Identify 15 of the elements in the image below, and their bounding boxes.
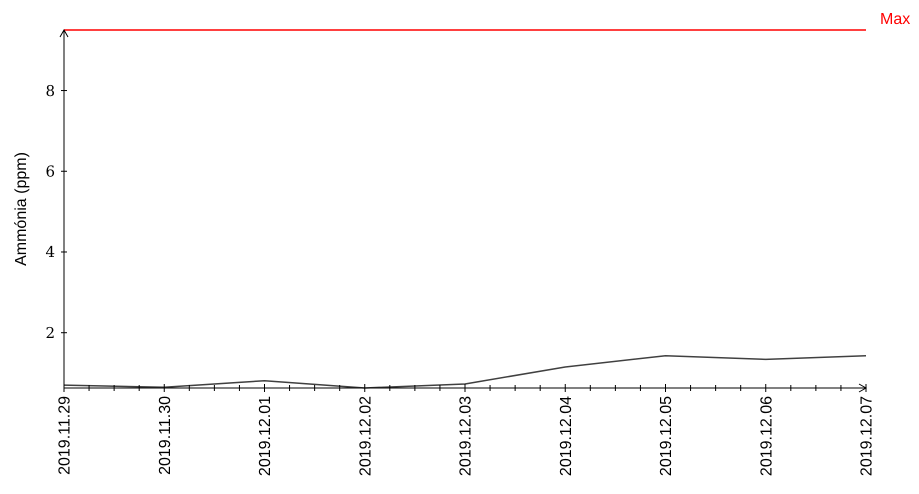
x-tick-label: 2019.12.04 [558,396,575,476]
y-tick-label: 8 [45,82,55,100]
x-tick-label: 2019.12.03 [458,396,475,476]
ref-line-label: Max [880,11,910,28]
x-tick-label: 2019.12.06 [758,396,776,476]
x-tick-label: 2019.11.29 [56,396,74,475]
y-tick-label: 2 [45,324,55,342]
y-tick-label: 4 [45,243,55,262]
x-tick-label: 2019.12.02 [357,396,374,476]
x-tick-label: 2019.12.07 [858,396,876,476]
y-axis-title: Ammónia (ppm) [13,152,30,266]
x-tick-label: 2019.12.05 [658,396,676,476]
y-tick-label: 6 [45,162,55,181]
x-tick-label: 2019.12.01 [257,396,274,476]
x-tick-label: 2019.11.30 [156,396,174,475]
